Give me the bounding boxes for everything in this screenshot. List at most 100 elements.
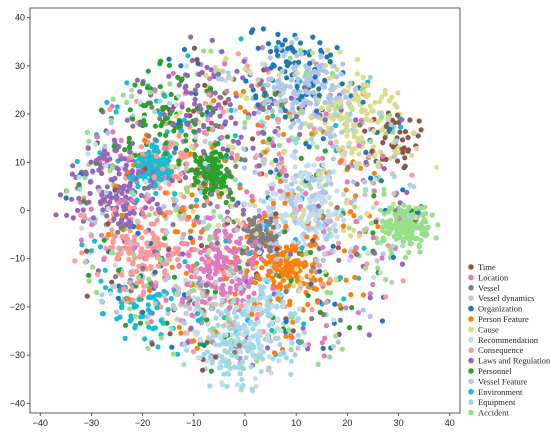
data-point <box>297 124 303 130</box>
data-point <box>347 248 353 255</box>
data-point <box>102 143 108 149</box>
data-point <box>91 238 98 244</box>
data-point <box>137 89 143 95</box>
data-point <box>212 294 218 300</box>
data-point <box>176 286 182 292</box>
data-point <box>254 353 260 359</box>
data-point <box>142 137 148 143</box>
data-point <box>93 157 99 164</box>
data-point <box>182 259 188 265</box>
data-point <box>305 292 311 299</box>
data-point <box>386 221 392 227</box>
data-point <box>248 364 254 370</box>
data-point <box>353 245 359 251</box>
points-layer <box>53 26 441 394</box>
data-point <box>360 82 366 88</box>
data-point <box>323 236 329 242</box>
data-point <box>88 248 94 254</box>
data-point <box>251 290 257 296</box>
data-point <box>145 252 151 258</box>
data-point <box>136 263 142 269</box>
data-point <box>115 267 122 273</box>
data-point <box>147 89 153 95</box>
data-point <box>123 322 129 328</box>
data-point <box>220 146 226 152</box>
data-point <box>307 272 313 279</box>
data-point <box>240 207 247 213</box>
data-point <box>365 250 371 256</box>
data-point <box>400 239 406 245</box>
data-point <box>215 222 221 229</box>
data-point <box>99 232 105 238</box>
data-point <box>160 107 166 113</box>
data-point <box>343 277 349 283</box>
data-point <box>131 252 137 258</box>
data-point <box>344 179 350 185</box>
data-point <box>162 212 168 219</box>
data-point <box>157 185 163 191</box>
data-point <box>378 149 384 155</box>
data-point <box>283 355 289 361</box>
data-point <box>204 198 210 205</box>
data-point <box>167 111 173 117</box>
data-point <box>252 215 258 221</box>
data-point <box>295 332 301 338</box>
data-point <box>310 140 316 147</box>
data-point <box>156 162 162 169</box>
data-point <box>84 248 90 254</box>
data-point <box>168 296 174 302</box>
data-point <box>207 174 213 180</box>
data-point <box>75 207 81 214</box>
legend-label: Laws and Regulations <box>478 356 550 366</box>
x-tick-label: 0 <box>242 418 247 428</box>
data-point <box>102 155 108 161</box>
data-point <box>297 131 303 138</box>
data-point <box>226 96 232 102</box>
data-point <box>131 301 137 307</box>
data-point <box>283 318 289 325</box>
data-point <box>273 101 279 107</box>
data-point <box>330 116 337 122</box>
data-point <box>280 349 286 355</box>
data-point <box>265 277 271 283</box>
data-point <box>311 285 317 291</box>
data-point <box>228 107 234 113</box>
data-point <box>326 194 332 200</box>
data-point <box>251 110 257 116</box>
data-point <box>345 128 351 134</box>
data-point <box>358 135 365 141</box>
data-point <box>107 245 114 251</box>
data-point <box>216 102 222 108</box>
data-point <box>88 233 94 239</box>
data-point <box>191 45 198 51</box>
data-point <box>286 327 292 333</box>
data-point <box>316 203 322 209</box>
data-point <box>322 77 328 83</box>
data-point <box>302 183 308 189</box>
data-point <box>119 212 125 218</box>
data-point <box>108 195 114 201</box>
data-point <box>347 111 353 117</box>
data-point <box>292 258 299 264</box>
data-point <box>196 170 202 176</box>
y-tick-label: −10 <box>10 254 25 264</box>
y-tick-label: −40 <box>10 398 25 408</box>
data-point <box>383 277 389 283</box>
data-point <box>335 339 341 345</box>
data-point <box>172 229 178 235</box>
data-point <box>150 196 156 202</box>
x-tick-label: 40 <box>445 418 455 428</box>
data-point <box>105 231 112 238</box>
data-point <box>204 339 210 346</box>
data-point <box>157 131 163 137</box>
data-point <box>337 49 343 55</box>
data-point <box>419 212 426 218</box>
data-point <box>205 166 211 172</box>
data-point <box>352 91 358 98</box>
data-point <box>227 339 233 345</box>
data-point <box>294 318 300 324</box>
data-point <box>368 220 374 226</box>
data-point <box>181 292 188 298</box>
data-point <box>207 76 213 82</box>
data-point <box>283 244 289 250</box>
